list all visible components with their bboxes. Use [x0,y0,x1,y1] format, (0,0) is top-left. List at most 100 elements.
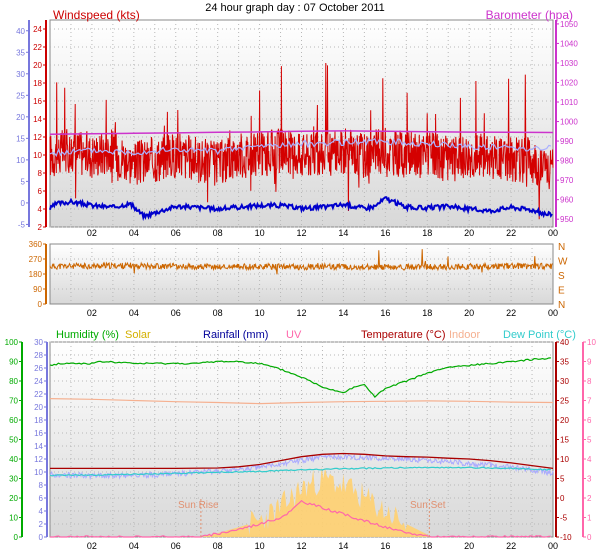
compass-letter: W [558,257,568,268]
humidity-axis-tick-label: 0 [14,533,19,542]
legend-humidity: Humidity (%) [56,329,119,341]
windspeed-avg-light-line [49,137,552,158]
compass-letter: S [558,271,565,282]
rainfall-axis-tick-label: 10 [34,468,43,477]
humidity-axis-tick-label: 10 [9,514,18,523]
x-tick-label: 06 [171,541,181,551]
dewpoint-line [49,466,551,477]
rainfall-axis-tick-label: 12 [34,455,43,464]
x-tick-label: 20 [464,228,474,238]
x-tick-label: 08 [213,308,223,318]
x-tick-label: 20 [464,308,474,318]
barometer-legend: Barometer (hpa) [486,8,573,22]
humidity-axis-tick-label: 60 [9,416,18,425]
rainfall-axis-tick-label: 30 [34,338,43,347]
windspeed-legend: Windspeed (kts) [53,8,140,22]
legend-dewpoint: Dew Point (°C) [503,329,576,341]
x-tick-label: 16 [380,308,390,318]
x-tick-label: 08 [213,228,223,238]
windspeed-axis-tick-label: 18 [33,79,42,88]
temperature-axis-tick-label: 0 [560,494,565,503]
rainfall-axis-tick-label: 26 [34,364,43,373]
windspeed-axis-tick-label: 12 [33,133,42,142]
barometer-axis-tick-label: 1050 [560,20,578,29]
uv-axis-tick-label: 4 [587,455,592,464]
x-tick-label: 00 [548,308,558,318]
wind-axes: -505101520253035402468101214161820222495… [16,20,578,238]
x-tick-label: 02 [87,228,97,238]
barometer-axis-tick-label: 970 [560,176,574,185]
humidity-axis-tick-label: 30 [9,475,18,484]
temperature-axis-tick-label: 30 [560,377,569,386]
wind-outer-axis-tick-label: 5 [21,177,26,186]
direction-axis-tick-label: 0 [38,300,43,309]
rainfall-axis-tick-label: 6 [39,494,44,503]
direction-series [49,249,553,275]
temperature-axis-tick-label: 40 [560,338,569,347]
wind-outer-axis-tick-label: 0 [21,199,26,208]
humidity-axis-tick-label: 50 [9,436,18,445]
wind-outer-axis-tick-label: 10 [16,156,25,165]
x-tick-label: 04 [129,308,139,318]
windspeed-axis-tick-label: 24 [33,25,42,34]
legend-solar: Solar [125,329,151,341]
temperature-grid [50,341,553,538]
windspeed-axis-tick-label: 20 [33,61,42,70]
temperature-axis-tick-label: -10 [560,533,572,542]
x-tick-label: 10 [255,308,265,318]
x-tick-label: 18 [422,308,432,318]
temperature-axis-tick-label: 5 [560,475,565,484]
x-tick-label: 14 [338,308,348,318]
uv-axis-tick-label: 10 [587,338,596,347]
windspeed-avg-line [49,196,553,222]
wind-outer-axis-tick-label: 40 [16,27,25,36]
x-tick-label: 14 [338,541,348,551]
rainfall-axis-tick-label: 24 [34,377,43,386]
rainfall-axis-tick-label: 22 [34,390,43,399]
x-tick-label: 08 [213,541,223,551]
x-tick-label: 10 [255,541,265,551]
uv-axis-tick-label: 0 [587,533,592,542]
legend-rainfall: Rainfall (mm) [203,329,268,341]
temperature-series [49,357,554,538]
x-tick-label: 18 [422,228,432,238]
rainfall-axis-tick-label: 20 [34,403,43,412]
windspeed-axis-tick-label: 16 [33,97,42,106]
compass-letter: N [558,242,565,253]
sunrise-label: Sun Rise [178,500,219,511]
rainfall-axis-tick-label: 8 [39,481,44,490]
direction-axis-tick-label: 360 [29,240,43,249]
x-tick-label: 06 [171,308,181,318]
barometer-axis-tick-label: 990 [560,137,574,146]
rainfall-axis-tick-label: 16 [34,429,43,438]
barometer-axis-tick-label: 950 [560,215,574,224]
temperature-axis-tick-label: 25 [560,397,569,406]
barometer-axis-tick-label: 960 [560,196,574,205]
wind-outer-axis-tick-label: 25 [16,91,25,100]
uv-axis-tick-label: 5 [587,436,592,445]
uv-axis-tick-label: 6 [587,416,592,425]
temperature-panel: 0102030405060708090100024681012141618202… [5,329,597,551]
temperature-legend: Humidity (%) Solar Rainfall (mm) UV Temp… [56,329,576,341]
barometer-line [49,130,554,135]
x-tick-label: 22 [506,228,516,238]
x-tick-label: 04 [129,228,139,238]
x-tick-label: 12 [296,541,306,551]
indoor-line [49,398,554,405]
barometer-axis-tick-label: 1030 [560,59,578,68]
direction-plot-area [49,243,554,305]
wind-outer-axis-tick-label: 15 [16,134,25,143]
windspeed-axis-tick-label: 8 [38,169,43,178]
rainfall-axis-tick-label: 18 [34,416,43,425]
humidity-axis-tick-label: 90 [9,358,18,367]
humidity-axis-tick-label: 70 [9,397,18,406]
legend-temperature: Temperature (°C) [361,329,445,341]
temperature-line [50,452,554,470]
legend-indoor: Indoor [449,329,481,341]
temperature-axes: 0102030405060708090100024681012141618202… [5,338,597,551]
barometer-axis-tick-label: 1020 [560,78,578,87]
wind-grid [50,20,553,228]
x-tick-label: 20 [464,541,474,551]
uv-line [50,499,551,538]
